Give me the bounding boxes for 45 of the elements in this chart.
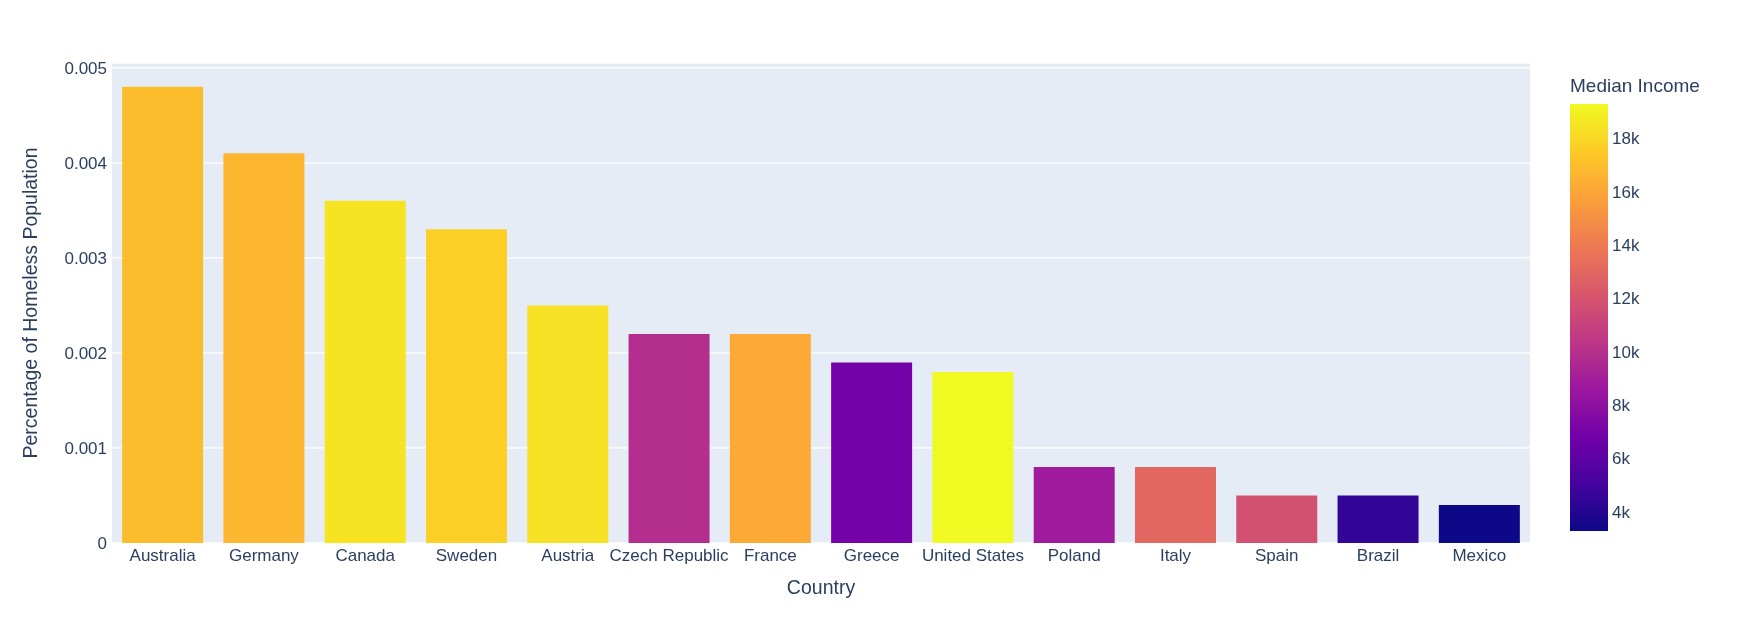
x-tick-label: Austria (541, 546, 595, 566)
bar (324, 200, 406, 543)
color-bar-label: 18k (1612, 129, 1640, 149)
x-tick-label: Spain (1255, 546, 1299, 566)
x-tick-label: Greece (843, 546, 900, 566)
color-bar-label: 6k (1612, 449, 1631, 469)
y-tick-label: 0.003 (64, 248, 107, 268)
x-tick-label: Australia (129, 546, 197, 566)
bar (628, 333, 710, 543)
y-tick-label: 0.001 (64, 438, 107, 458)
x-tick-label: Italy (1159, 546, 1192, 566)
bar (1236, 495, 1318, 543)
x-axis-title: Country (786, 576, 856, 598)
bar (223, 153, 305, 543)
bar (729, 333, 811, 543)
bar (831, 362, 913, 543)
x-tick-label: Czech Republic (609, 546, 730, 566)
y-axis-title: Percentage of Homeless Population (19, 147, 41, 459)
color-bar-label: 4k (1612, 502, 1631, 522)
bar (1337, 495, 1419, 543)
x-tick-label: United States (921, 546, 1024, 566)
color-bar-title: Median Income (1570, 74, 1700, 96)
y-tick-label: 0.005 (64, 58, 107, 78)
y-tick-label: 0.004 (64, 153, 107, 173)
x-tick-label: Mexico (1452, 546, 1507, 566)
bar (527, 305, 609, 543)
bar (1134, 466, 1216, 543)
x-tick-label: Germany (228, 546, 300, 566)
y-tick-label: 0.002 (64, 343, 107, 363)
bar (1438, 504, 1520, 543)
x-tick-label: Poland (1047, 546, 1101, 566)
x-tick-label: France (743, 546, 797, 566)
color-bar-label: 16k (1612, 182, 1640, 202)
color-bar-label: 12k (1612, 289, 1640, 309)
bar (122, 86, 204, 543)
color-bar-label: 14k (1612, 235, 1640, 255)
y-tick-label: 0 (97, 534, 107, 554)
x-tick-label: Brazil (1356, 546, 1400, 566)
bar (425, 229, 507, 543)
x-tick-label: Canada (335, 546, 396, 566)
color-bar-label: 10k (1612, 342, 1640, 362)
bar (1033, 466, 1115, 543)
bar (932, 371, 1014, 543)
x-tick-label: Sweden (435, 546, 498, 566)
color-bar-label: 8k (1612, 396, 1631, 416)
